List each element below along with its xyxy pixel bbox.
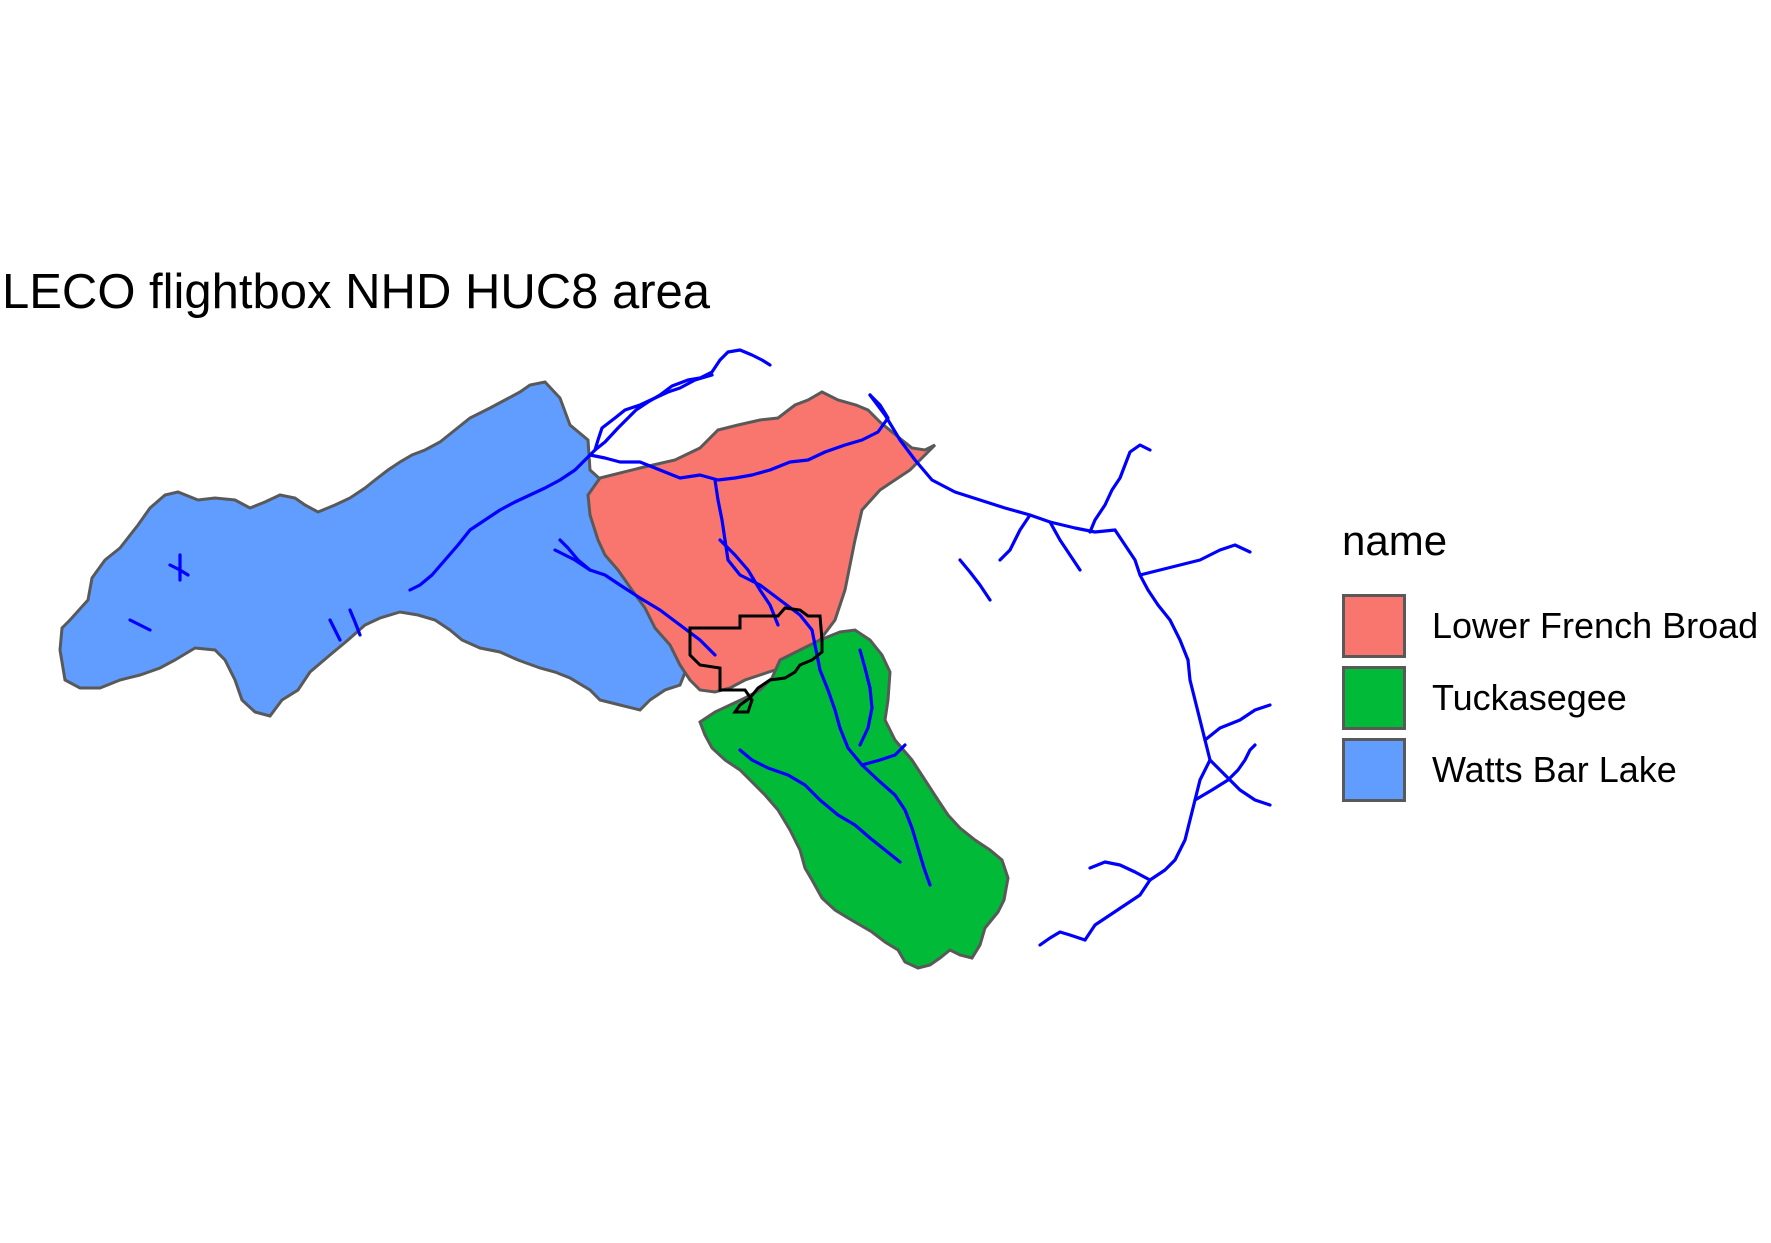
stream-east-branch-6 [1208,758,1272,807]
legend-item-watts-bar-lake: Watts Bar Lake [1342,734,1758,806]
stream-tuck-main [813,643,932,887]
stream-east-branch-9 [998,513,1032,562]
region-lower-french-broad [586,390,937,694]
lake-fragment-4 [348,608,362,637]
stream-east-branch-11 [958,558,992,602]
lake-fragment-1 [168,553,190,582]
stream-east-branch-10 [1048,520,1082,572]
stream-east-branch-5 [1193,743,1257,802]
stream-network [408,348,1272,947]
stream-west-trib-3 [558,538,592,572]
legend-title: name [1342,517,1448,564]
lake-fragment-2 [128,618,152,632]
legend-item-tuckasegee: Tuckasegee [1342,662,1758,734]
stream-top-wiggle [718,348,772,367]
region-watts-bar-lake [58,380,692,718]
stream-lfb-central [713,478,817,647]
legend-item-lower-french-broad: Lower French Broad [1342,590,1758,662]
legend-swatch-watts-bar-lake [1342,738,1406,802]
legend: name Lower French Broad Tuckasegee Watts… [1342,520,1758,806]
legend-label-tuckasegee: Tuckasegee [1432,677,1627,718]
stream-tuck-north [858,648,874,747]
legend-swatch-tuckasegee [1342,666,1406,730]
stream-west-trib [408,453,592,592]
legend-label-lower-french-broad: Lower French Broad [1432,605,1759,646]
stream-east-branch-3 [1138,543,1252,577]
stream-east-branch-2 [1113,528,1190,662]
stream-east-branch-8 [1038,930,1087,947]
stream-tuck-west [738,748,902,864]
lake-fragments [128,553,362,642]
legend-swatch-lower-french-broad [1342,594,1406,658]
stream-east-long [868,393,1117,534]
stream-east-branch-4 [1203,703,1272,742]
stream-east-vertical [1083,658,1212,942]
stream-tuck-branch [860,743,907,767]
stream-lfb-west [718,538,780,627]
stream-east-branch-7 [1088,860,1152,882]
stream-east-branch-1 [1088,443,1152,534]
map-title: LECO flightbox NHD HUC8 area [2,265,711,319]
lake-fragment-3 [328,618,342,642]
legend-label-watts-bar-lake: Watts Bar Lake [1432,749,1677,790]
stream-upper-north [593,373,714,452]
flightbox-outline [688,606,824,714]
